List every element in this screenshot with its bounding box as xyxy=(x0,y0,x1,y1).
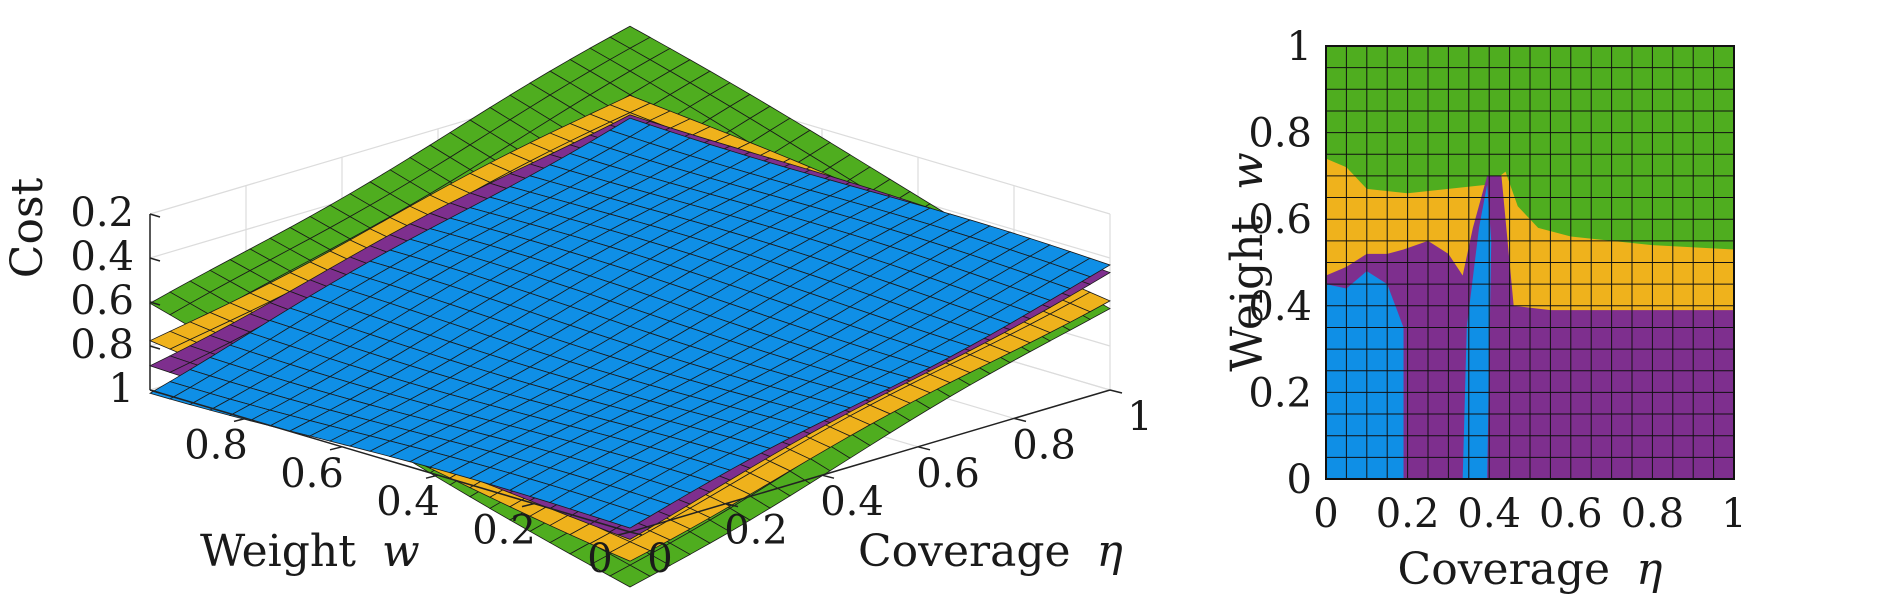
region-map-x-tick-label: 0.4 xyxy=(1457,491,1521,537)
surface-plot-x-tick xyxy=(821,474,835,479)
surface-plot-y-axis xyxy=(149,389,631,533)
surface-plot-x-tick xyxy=(725,502,739,508)
surface-patch xyxy=(609,509,651,529)
surface-plot-y-axis-title: Weight w xyxy=(200,526,420,577)
region-map-x-tick-label: 0.8 xyxy=(1621,491,1685,537)
surface-plot-y-axis-title-symbol: w xyxy=(382,526,420,577)
surface-plot-y-axis-title-word: Weight xyxy=(200,526,356,577)
region-map-grid xyxy=(1326,46,1734,479)
surface-plot: 0.20.40.60.8100.20.40.60.800.20.40.60.81… xyxy=(2,25,1153,588)
surface-plot-z-tick-label: 0.4 xyxy=(70,234,134,280)
surface-plot-x-tick xyxy=(917,446,931,451)
surface-plot-y-tick-label: 0.8 xyxy=(184,422,248,468)
surface-plot-z-tick xyxy=(149,301,161,306)
region-map-y-axis-title: Weight w xyxy=(1222,152,1273,372)
surface-plot-z-tick-label: 0.8 xyxy=(70,322,134,368)
region-map-y-tick-label: 1 xyxy=(1287,24,1312,70)
surface-plot-z-tick xyxy=(149,213,161,218)
surface-plot-x-axis-title-symbol: η xyxy=(1097,526,1123,577)
surface-plot-z-tick xyxy=(149,257,161,262)
surface-plot-y-tick xyxy=(233,417,247,423)
surface-plot-x-tick-label: 0.8 xyxy=(1012,422,1076,468)
surface-plot-x-tick xyxy=(1109,389,1123,394)
region-map-y-axis-title-word: Weight xyxy=(1222,216,1273,372)
surface-plot-x-tick-label: 0.6 xyxy=(916,451,980,497)
surface-plot-y-tick-label: 0.6 xyxy=(280,451,344,497)
surface-plot-z-tick-label: 0.2 xyxy=(70,190,134,236)
region-map-y-tick-label: 0.8 xyxy=(1248,111,1312,157)
surface-plot-z-tick-label: 0.6 xyxy=(70,278,134,324)
surface-series xyxy=(148,117,1111,529)
region-blue xyxy=(1326,271,1404,479)
surface-plot-x-axis xyxy=(629,389,1111,533)
surface-plot-y-tick-label: 0 xyxy=(587,536,612,582)
surface-plot-y-tick-label: 0.2 xyxy=(472,508,536,554)
region-map-y-axis-title-symbol: w xyxy=(1222,152,1273,190)
surface-plot-z-axis-title: Cost xyxy=(2,177,53,278)
region-map-frame xyxy=(1325,45,1735,480)
surface-patch xyxy=(609,541,651,562)
region-map-x-tick-label: 0.6 xyxy=(1539,491,1603,537)
surface-plot-z-tick xyxy=(149,345,161,350)
region-map-x-axis-title-word: Coverage xyxy=(1398,544,1611,595)
region-map-x-tick-label: 0.2 xyxy=(1376,491,1440,537)
surface-plot-y-tick xyxy=(425,474,439,479)
region-map-plot: 0 0.2 0.4 0.6 0.8 1 0 0.2 0.4 0.6 0.8 1 Weight w Co… xyxy=(1222,24,1747,595)
surface-plot-y-tick-label: 0.4 xyxy=(376,479,440,525)
region-map-x-tick-label: 1 xyxy=(1721,491,1746,537)
region-map-y-tick-label: 0.4 xyxy=(1248,284,1312,330)
surface-plot-y-tick xyxy=(329,446,343,451)
surface-plot-y-tick xyxy=(521,502,535,508)
region-blue xyxy=(1462,184,1492,479)
region-map-x-axis-title-symbol: η xyxy=(1636,544,1662,595)
surface-plot-x-tick xyxy=(629,531,643,536)
region-map-x-tick-label: 0 xyxy=(1313,491,1338,537)
region-map-y-tick-label: 0.2 xyxy=(1248,370,1312,416)
region-map-x-axis-title: Coverage η xyxy=(1398,544,1663,595)
surface-plot-y-tick xyxy=(617,531,631,536)
surface-plot-x-axis-title: Coverage η xyxy=(858,526,1123,577)
surface-plot-surfaces xyxy=(148,25,1111,588)
region-map-y-tick-label: 0 xyxy=(1287,457,1312,503)
region-map-ticks: 0 0.2 0.4 0.6 0.8 1 0 0.2 0.4 0.6 0.8 1 xyxy=(1248,24,1746,537)
region-map-y-tick-label: 0.6 xyxy=(1248,197,1312,243)
surface-plot-x-tick-label: 0 xyxy=(647,536,672,582)
surface-plot-x-tick xyxy=(1013,417,1027,423)
surface-plot-x-tick-label: 0.4 xyxy=(820,479,884,525)
surface-plot-z-tick-label: 1 xyxy=(109,366,134,412)
surface-plot-x-tick-label: 1 xyxy=(1127,394,1152,440)
surface-plot-x-axis-title-word: Coverage xyxy=(858,526,1071,577)
surface-plot-x-tick-label: 0.2 xyxy=(724,508,788,554)
surface-patch xyxy=(609,564,651,588)
